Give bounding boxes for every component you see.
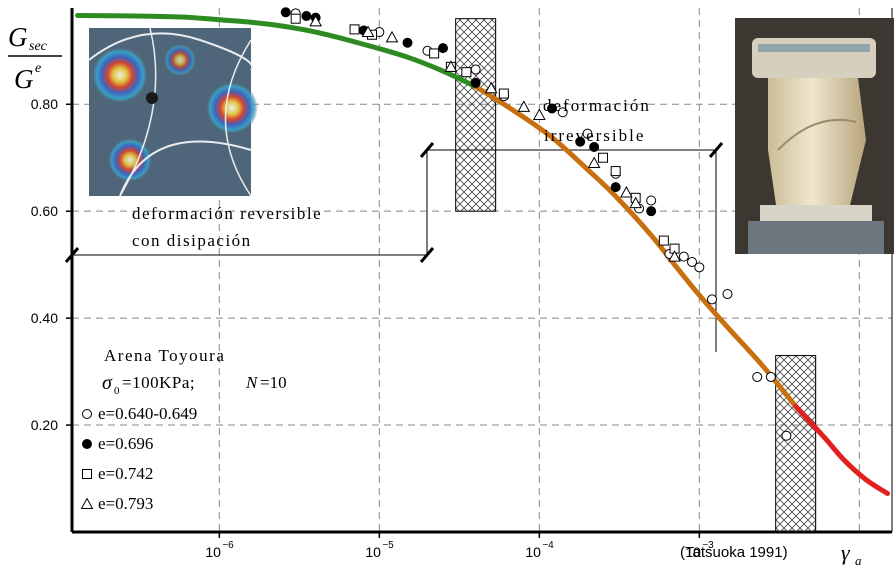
data-point-open-circle: [687, 256, 698, 267]
source-citation: (Tatsuoka 1991): [680, 544, 788, 561]
data-point-open-square: [658, 235, 669, 246]
annotation-reversible-2: con disipación: [132, 231, 252, 250]
data-point-filled-circle: [402, 37, 413, 48]
data-point-open-triangle: [532, 108, 546, 120]
data-point-open-square: [498, 88, 509, 99]
hatched-boxes: [455, 18, 817, 533]
x-tick-labels: 10 −6 10 −5 10 −4 10 −3: [205, 532, 714, 560]
data-point-open-square: [429, 48, 440, 59]
legend: Arena Toyoura σ 0 =100KPa; N =10 e=0.640…: [80, 346, 287, 513]
legend-marker-open-triangle: [80, 497, 94, 509]
data-point-open-triangle: [309, 14, 323, 27]
data-point-open-triangle: [620, 185, 633, 198]
y-tick-label: 0.80: [31, 96, 58, 112]
data-point-open-triangle: [668, 250, 681, 262]
data-points: [280, 7, 792, 441]
y-label-numerator: G: [8, 22, 28, 52]
data-point-open-square: [461, 67, 472, 78]
legend-item-label: e=0.742: [98, 464, 153, 483]
data-point-open-circle: [582, 128, 593, 139]
data-point-filled-circle: [646, 206, 657, 217]
legend-item-label: e=0.696: [98, 434, 153, 453]
legend-items: e=0.640-0.649 e=0.696 e=0.742 e=0.793: [80, 404, 197, 513]
data-point-open-triangle: [361, 25, 375, 38]
y-label-numerator-sub: sec: [29, 39, 48, 54]
legend-stress: =100KPa;: [122, 373, 195, 392]
data-point-filled-circle: [547, 103, 558, 114]
legend-n-label: N: [245, 373, 259, 392]
data-point-open-circle: [646, 195, 657, 206]
x-tick-label: 10: [525, 544, 541, 560]
data-point-open-circle: [765, 371, 776, 382]
y-tick-label: 0.40: [31, 310, 58, 326]
x-label-gamma: γ: [841, 540, 851, 565]
y-axis-label: G sec G e: [8, 22, 62, 94]
curve-reversible: [75, 12, 479, 90]
data-point-open-circle: [707, 294, 718, 305]
data-point-open-circle: [781, 430, 792, 441]
data-point-filled-circle: [438, 43, 449, 54]
x-tick-label-exponent: −5: [382, 540, 394, 551]
data-point-filled-circle: [575, 136, 586, 147]
legend-marker-filled-circle: [82, 439, 92, 449]
legend-marker-open-circle: [82, 409, 92, 419]
x-tick-label: 10: [205, 544, 221, 560]
data-point-filled-circle: [610, 182, 621, 193]
data-point-open-triangle: [629, 196, 643, 209]
hatched-box: [775, 355, 817, 533]
annotation-reversible-1: deformación reversible: [132, 204, 322, 223]
annotation-irreversible-1: deformación: [543, 96, 651, 115]
data-point-open-triangle: [484, 81, 498, 94]
x-label-sub: a: [855, 553, 862, 567]
y-tick-label: 0.60: [31, 203, 58, 219]
hatched-box: [455, 18, 497, 212]
fitted-curve: [75, 12, 891, 497]
data-point-open-triangle: [385, 30, 399, 43]
legend-marker-open-square: [82, 469, 92, 479]
x-tick-label: 10: [365, 544, 381, 560]
data-point-open-square: [610, 166, 621, 177]
data-point-open-circle: [694, 262, 705, 273]
photoelastic-disc-photo: [88, 27, 258, 197]
data-point-open-square: [598, 152, 609, 163]
data-point-filled-circle: [301, 11, 312, 22]
x-tick-label-exponent: −6: [222, 540, 234, 551]
legend-sigma-sub: 0: [114, 385, 120, 397]
data-point-open-triangle: [587, 156, 601, 169]
annotation-irreversible-2: irreversible: [544, 126, 645, 145]
x-tick-label-exponent: −3: [702, 540, 714, 551]
x-tick-label: 10: [685, 544, 701, 560]
data-point-open-triangle: [517, 100, 531, 112]
data-point-open-circle: [678, 251, 689, 262]
data-point-open-circle: [752, 371, 763, 382]
data-point-open-circle: [470, 64, 481, 75]
data-point-open-circle: [722, 289, 733, 300]
legend-title: Arena Toyoura: [104, 346, 225, 365]
y-label-denominator: G: [14, 64, 34, 94]
x-axis-label: γ a: [841, 540, 862, 567]
curve-reversible-dissipation: [473, 84, 799, 409]
y-tick-label: 0.20: [31, 417, 58, 433]
legend-item-label: e=0.793: [98, 494, 153, 513]
data-point-open-square: [349, 24, 360, 35]
legend-item-label: e=0.640-0.649: [98, 404, 197, 423]
y-tick-labels: 0.20 0.40 0.60 0.80: [31, 96, 72, 433]
x-tick-label-exponent: −4: [542, 540, 554, 551]
legend-n-value: =10: [260, 373, 287, 392]
legend-sigma: σ: [102, 372, 113, 394]
y-label-denominator-sup: e: [35, 61, 41, 76]
data-point-filled-circle: [589, 142, 600, 153]
triaxial-soil-sample-photo: [735, 18, 894, 254]
data-point-filled-circle: [470, 77, 481, 88]
data-point-filled-circle: [280, 7, 291, 18]
data-point-open-triangle: [444, 60, 458, 72]
curve-irreversible: [793, 403, 891, 497]
data-point-open-square: [290, 13, 301, 24]
data-point-open-circle: [557, 107, 568, 118]
